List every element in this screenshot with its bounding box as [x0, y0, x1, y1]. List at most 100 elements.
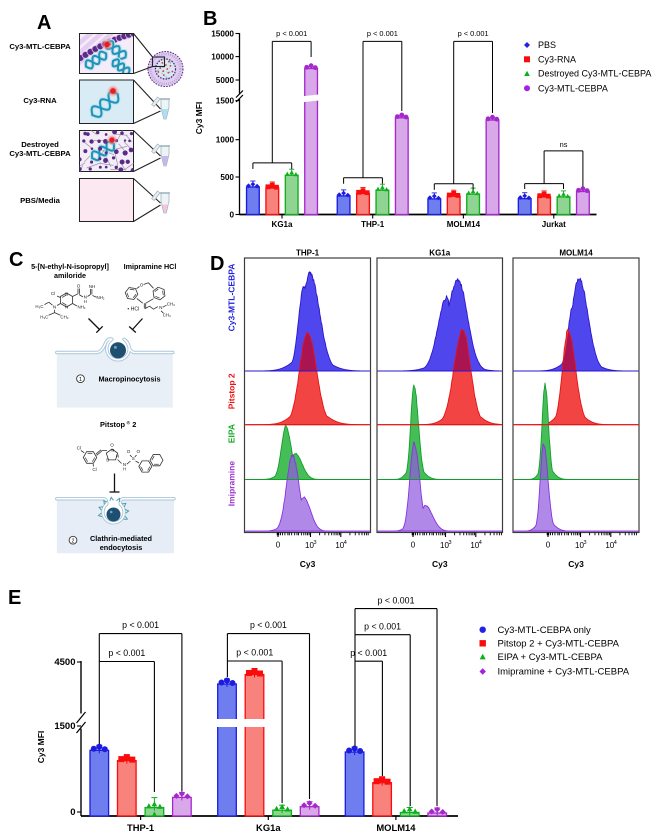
svg-text:Cl: Cl	[77, 445, 81, 450]
svg-text:0: 0	[229, 210, 234, 219]
svg-text:2: 2	[72, 539, 75, 545]
svg-text:ns: ns	[560, 140, 568, 149]
svg-text:Cy3: Cy3	[432, 559, 448, 569]
svg-text:Imipramine HCl: Imipramine HCl	[124, 262, 177, 271]
svg-text:p < 0.001: p < 0.001	[458, 29, 489, 38]
svg-text:KG1a: KG1a	[272, 220, 293, 229]
svg-text:Cy3-MTL-CEBPA: Cy3-MTL-CEBPA	[538, 83, 608, 93]
svg-text:Pitstop 2 + Cy3-MTL-CEBPA: Pitstop 2 + Cy3-MTL-CEBPA	[498, 639, 620, 650]
svg-text:O: O	[77, 284, 81, 289]
svg-text:NH: NH	[89, 284, 95, 289]
svg-text:10: 10	[575, 541, 584, 550]
svg-text:Cy3: Cy3	[568, 559, 584, 569]
svg-text:2: 2	[132, 420, 136, 429]
svg-text:15000: 15000	[211, 29, 234, 38]
svg-text:0: 0	[70, 807, 75, 818]
svg-text:0: 0	[276, 541, 281, 550]
svg-text:MOLM14: MOLM14	[376, 822, 416, 833]
svg-text:p < 0.001: p < 0.001	[367, 29, 398, 38]
svg-text:1500: 1500	[216, 96, 235, 105]
svg-text:H: H	[84, 299, 87, 304]
svg-text:10: 10	[470, 541, 479, 550]
svg-text:C: C	[9, 249, 23, 271]
svg-text:O: O	[137, 449, 141, 454]
svg-text:4500: 4500	[54, 657, 75, 668]
svg-text:Cy3-MTL-CEBPA: Cy3-MTL-CEBPA	[227, 264, 237, 332]
svg-text:3: 3	[313, 540, 316, 546]
svg-text:S: S	[132, 456, 135, 461]
svg-text:4: 4	[614, 540, 617, 546]
svg-text:N: N	[84, 294, 87, 299]
svg-text:endocytosis: endocytosis	[100, 543, 143, 552]
svg-text:EIPA + Cy3-MTL-CEBPA: EIPA + Cy3-MTL-CEBPA	[498, 652, 604, 663]
svg-text:O: O	[140, 282, 144, 287]
svg-text:H₃C: H₃C	[40, 314, 48, 319]
svg-text:p < 0.001: p < 0.001	[378, 596, 415, 606]
svg-text:Cy3-MTL-CEBPA: Cy3-MTL-CEBPA	[9, 42, 71, 51]
svg-text:NH₂: NH₂	[96, 295, 104, 300]
svg-text:KG1a: KG1a	[256, 822, 281, 833]
svg-text:H: H	[123, 467, 126, 472]
svg-text:®: ®	[127, 420, 131, 426]
svg-text:PBS/Media: PBS/Media	[20, 196, 60, 205]
svg-text:Cl: Cl	[92, 467, 96, 472]
svg-text:10000: 10000	[211, 52, 234, 61]
svg-text:Jurkat: Jurkat	[542, 220, 566, 229]
svg-text:Cy3-RNA: Cy3-RNA	[23, 96, 57, 105]
svg-text:D: D	[210, 253, 224, 275]
svg-text:p < 0.001: p < 0.001	[276, 29, 307, 38]
svg-text:N: N	[159, 305, 162, 310]
svg-text:Macropinocytosis: Macropinocytosis	[98, 374, 160, 383]
svg-text:EIPA: EIPA	[227, 424, 237, 443]
svg-text:MOLM14: MOLM14	[447, 220, 481, 229]
svg-text:Imipramine + Cy3-MTL-CEBPA: Imipramine + Cy3-MTL-CEBPA	[498, 667, 630, 678]
svg-text:10: 10	[305, 541, 314, 550]
svg-text:CH₃: CH₃	[60, 315, 68, 320]
svg-text:Cy3-MTL-CEBPA: Cy3-MTL-CEBPA	[9, 149, 71, 158]
svg-text:Cy3 MFI: Cy3 MFI	[36, 731, 46, 764]
svg-text:0: 0	[411, 541, 416, 550]
svg-text:CH₃: CH₃	[167, 302, 175, 307]
svg-text:NH₂: NH₂	[77, 305, 85, 310]
svg-text:1000: 1000	[216, 136, 235, 145]
svg-text:Destroyed Cy3-MTL-CEBPA: Destroyed Cy3-MTL-CEBPA	[538, 69, 651, 79]
svg-text:Imipramine: Imipramine	[227, 461, 237, 507]
svg-text:3: 3	[583, 540, 586, 546]
svg-text:Clathrin-mediated: Clathrin-mediated	[90, 534, 152, 543]
svg-text:1500: 1500	[54, 721, 75, 732]
svg-text:PBS: PBS	[538, 40, 556, 50]
svg-text:CH₃: CH₃	[163, 312, 171, 317]
svg-text:H₃C: H₃C	[35, 304, 43, 309]
svg-text:THP-1: THP-1	[361, 220, 385, 229]
svg-text:p < 0.001: p < 0.001	[250, 620, 287, 630]
svg-text:500: 500	[220, 173, 234, 182]
svg-text:4: 4	[479, 540, 482, 546]
svg-text:N: N	[123, 462, 126, 467]
svg-text:4: 4	[344, 540, 347, 546]
svg-text:10: 10	[335, 541, 344, 550]
svg-text:Cy3: Cy3	[300, 559, 316, 569]
svg-text:p < 0.001: p < 0.001	[236, 648, 273, 658]
svg-text:A: A	[37, 12, 51, 34]
svg-text:10: 10	[440, 541, 449, 550]
svg-text:p < 0.001: p < 0.001	[350, 648, 387, 658]
svg-text:Cy3-RNA: Cy3-RNA	[538, 54, 576, 64]
svg-text:p < 0.001: p < 0.001	[108, 648, 145, 658]
svg-text:N: N	[116, 454, 119, 459]
svg-text:THP-1: THP-1	[127, 822, 154, 833]
svg-text:p < 0.001: p < 0.001	[364, 622, 401, 632]
svg-text:• HCl: • HCl	[127, 306, 139, 312]
svg-text:N: N	[53, 304, 56, 309]
svg-text:0: 0	[546, 541, 551, 550]
svg-text:O: O	[110, 443, 114, 448]
svg-text:p < 0.001: p < 0.001	[122, 620, 159, 630]
svg-text:THP-1: THP-1	[296, 249, 320, 258]
svg-text:Pitstop 2: Pitstop 2	[227, 373, 237, 409]
svg-text:3: 3	[448, 540, 451, 546]
svg-text:Cl: Cl	[51, 291, 55, 296]
svg-text:Destroyed: Destroyed	[21, 140, 59, 149]
svg-text:B: B	[203, 8, 217, 30]
svg-text:N: N	[65, 305, 68, 310]
svg-text:1: 1	[79, 377, 82, 383]
svg-text:N: N	[65, 291, 68, 296]
